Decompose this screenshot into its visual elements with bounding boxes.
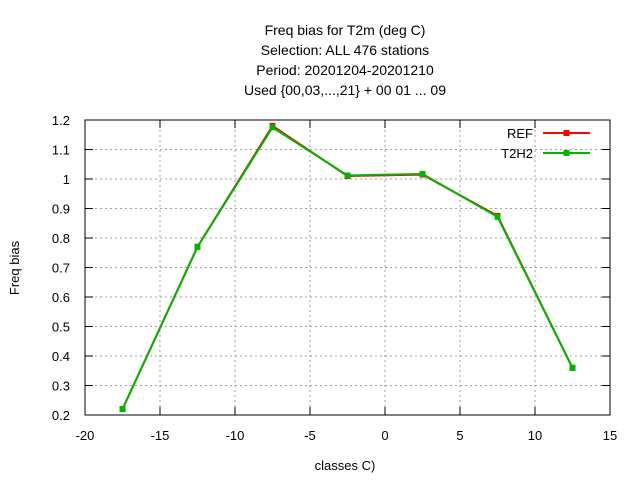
plot-frame — [84, 119, 611, 416]
legend-marker-ref — [563, 130, 570, 136]
y-tick-label: 1.2 — [52, 113, 70, 128]
data-point-t2h2 — [344, 172, 351, 179]
series — [119, 122, 576, 413]
data-point-t2h2 — [494, 213, 501, 220]
x-tick-label: -5 — [304, 428, 316, 443]
y-tick-label: 0.8 — [52, 231, 70, 246]
y-tick-label: 0.9 — [52, 202, 70, 217]
y-tick-label: 0.4 — [52, 349, 70, 364]
title-line-2: Selection: ALL 476 stations — [261, 42, 429, 58]
legend-label-t2h2: T2H2 — [501, 146, 533, 161]
x-tick-label: -20 — [76, 428, 95, 443]
y-tick-label: 0.7 — [52, 261, 70, 276]
legend: REF T2H2 — [501, 126, 590, 161]
x-tick-label: 10 — [528, 428, 542, 443]
grid — [85, 120, 610, 415]
y-tick-label: 0.6 — [52, 290, 70, 305]
x-tick-label: -15 — [151, 428, 170, 443]
x-tick-label: 5 — [456, 428, 463, 443]
x-tick-label: 15 — [603, 428, 617, 443]
y-axis-label: Freq bias — [7, 240, 22, 295]
data-point-t2h2 — [269, 124, 276, 131]
legend-label-ref: REF — [507, 126, 533, 141]
title-line-3: Period: 20201204-20201210 — [256, 62, 434, 78]
data-point-t2h2 — [569, 364, 576, 371]
y-tick-label: 0.5 — [52, 320, 70, 335]
series-line-t2h2 — [121, 125, 574, 410]
x-tick-label: 0 — [381, 428, 388, 443]
title-line-1: Freq bias for T2m (deg C) — [265, 22, 426, 38]
data-point-t2h2 — [419, 170, 426, 177]
y-tick-label: 1 — [63, 172, 70, 187]
y-tick-label: 1.1 — [52, 143, 70, 158]
tick-labels: -20 -15 -10 -5 0 5 10 15 0.2 0.3 0.4 0.5 0.6 0.7 0.8 0.… — [52, 113, 617, 443]
legend-marker-t2h2 — [563, 150, 570, 156]
title-line-4: Used {00,03,...,21} + 00 01 ... 09 — [244, 82, 446, 98]
y-tick-label: 0.2 — [52, 408, 70, 423]
x-axis-label: classes C) — [315, 458, 376, 473]
data-point-t2h2 — [119, 406, 126, 413]
x-tick-label: -10 — [226, 428, 245, 443]
y-tick-label: 0.3 — [52, 379, 70, 394]
data-point-t2h2 — [194, 243, 201, 250]
chart-title: Freq bias for T2m (deg C) Selection: ALL… — [244, 22, 446, 98]
